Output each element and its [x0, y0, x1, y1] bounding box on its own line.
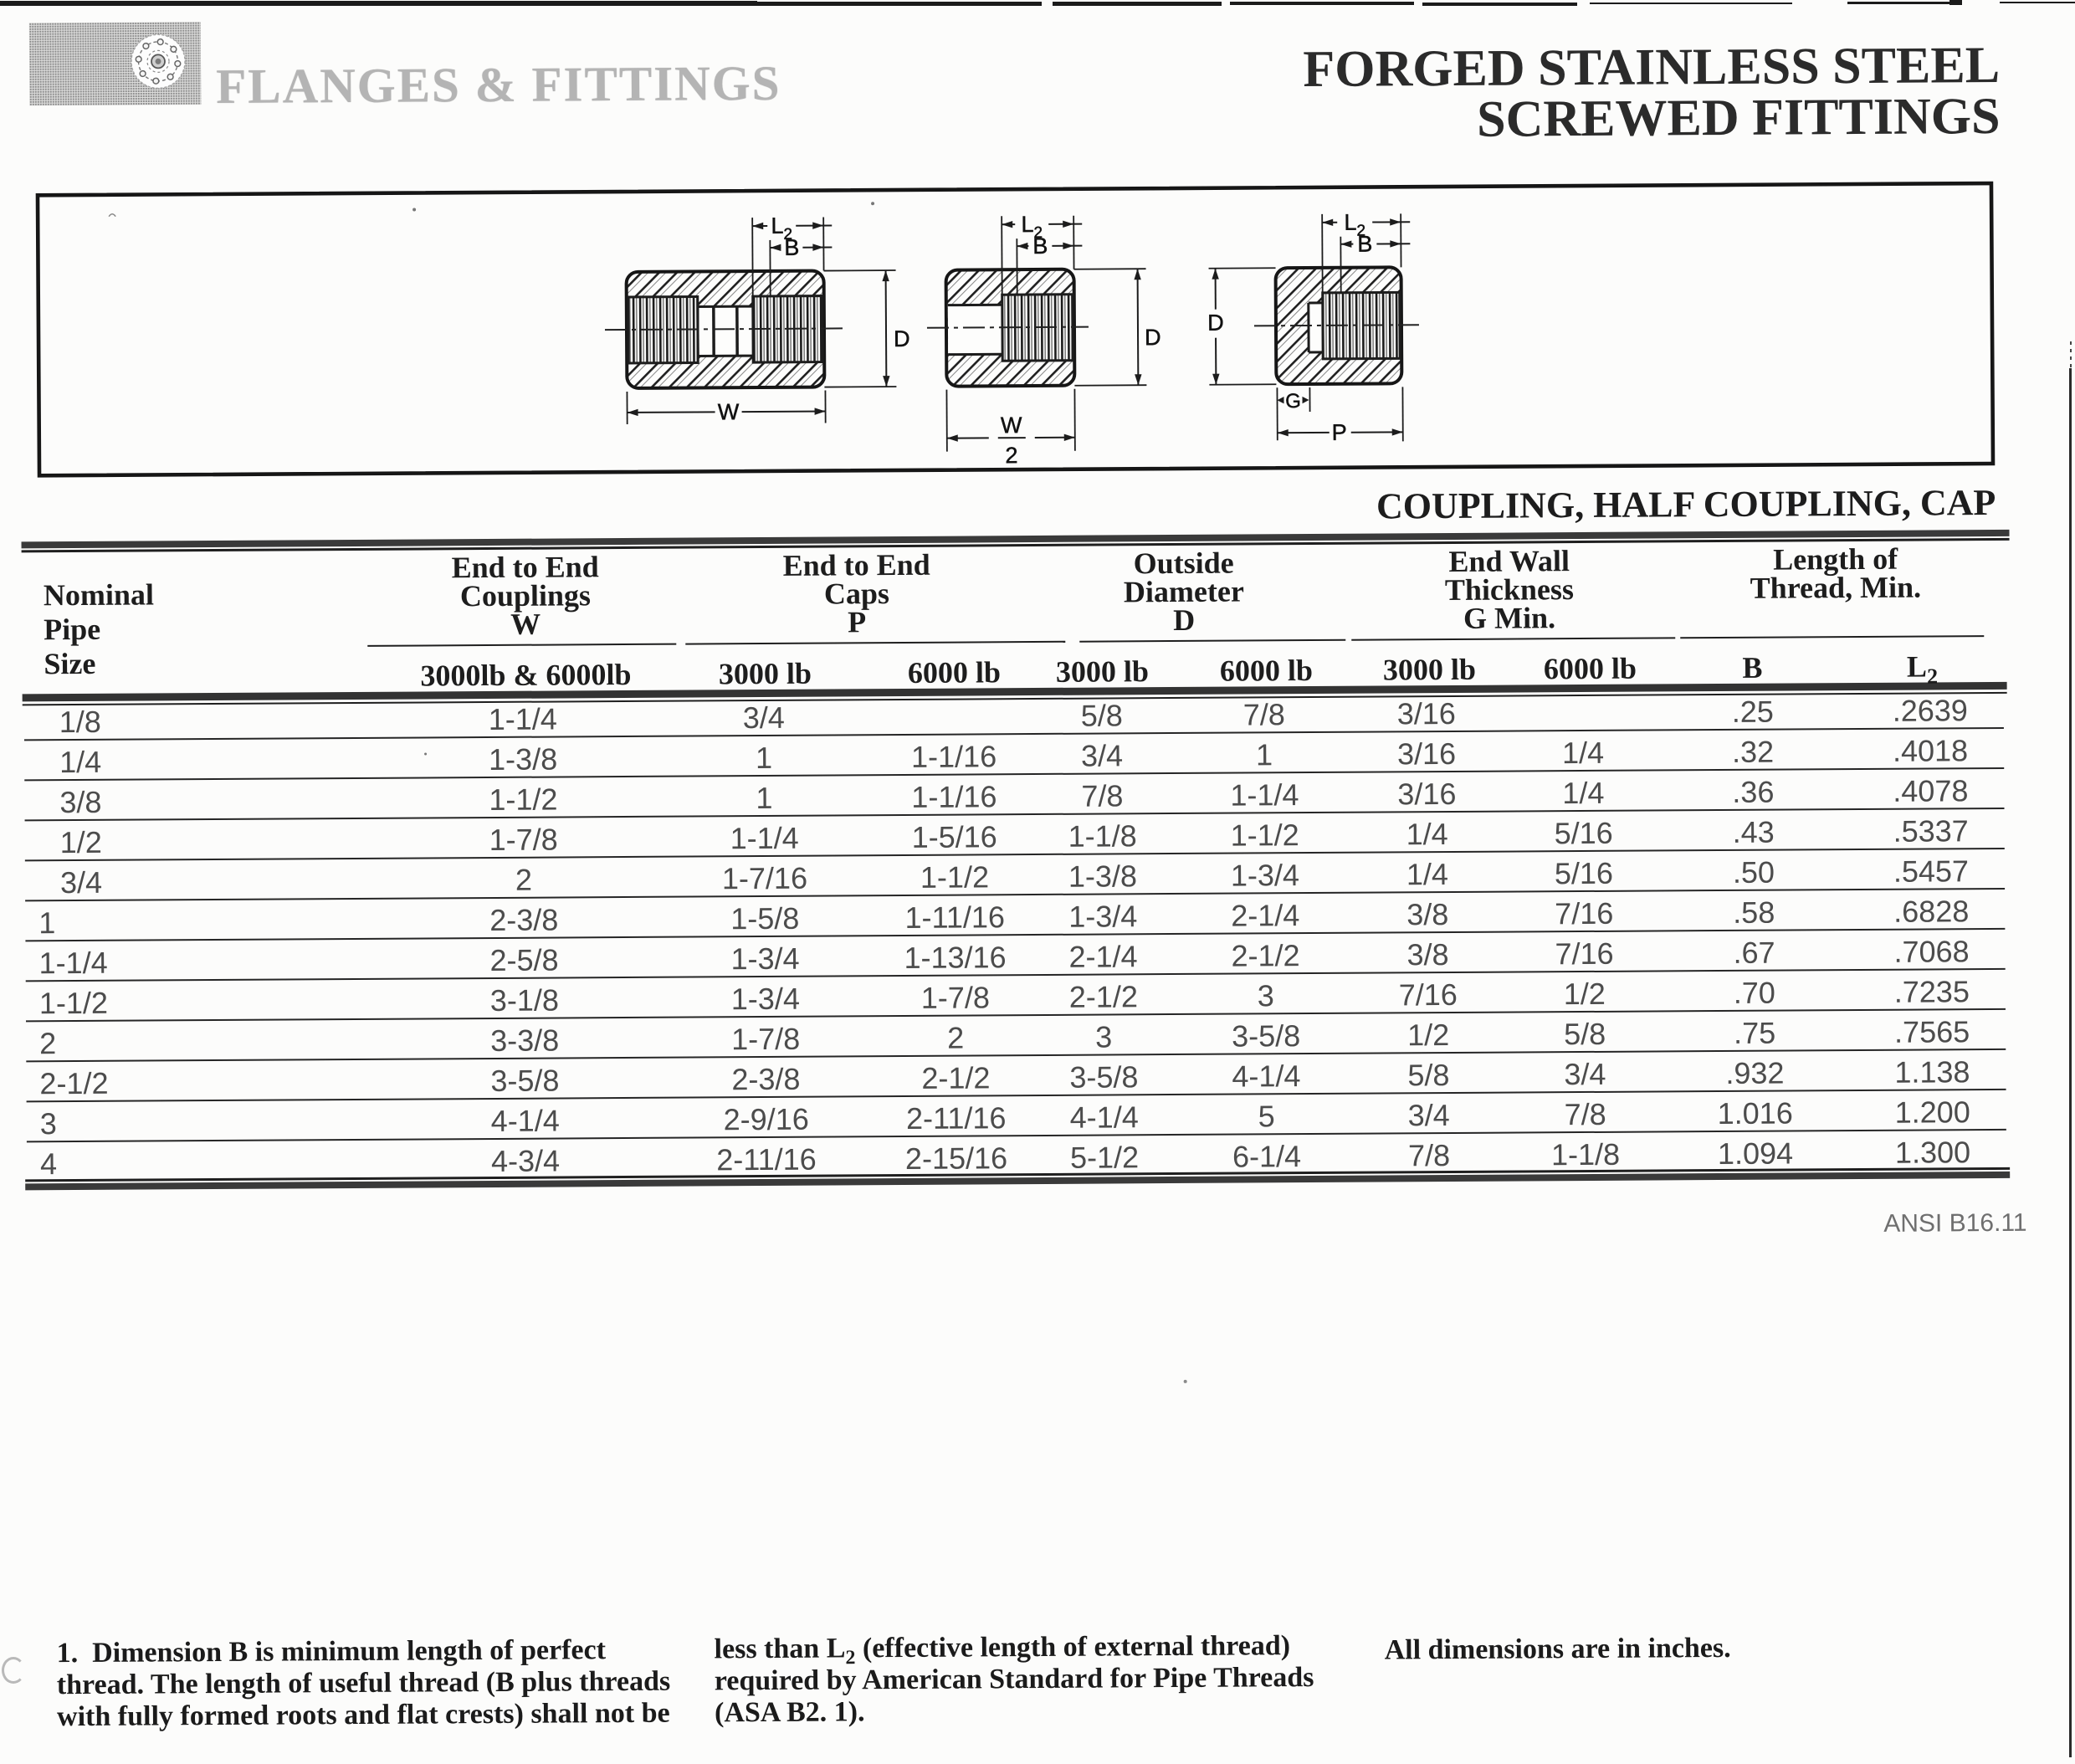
- svg-text:D: D: [894, 326, 910, 351]
- svg-text:B: B: [1357, 232, 1372, 257]
- svg-text:W: W: [1001, 413, 1022, 438]
- svg-text:B: B: [1032, 233, 1048, 259]
- svg-text:B: B: [784, 235, 799, 260]
- svg-text:D: D: [1207, 310, 1224, 336]
- svg-text:2: 2: [1005, 443, 1017, 468]
- svg-text:W: W: [718, 399, 740, 424]
- svg-text:P: P: [1332, 420, 1347, 445]
- svg-text:G: G: [1285, 390, 1301, 413]
- svg-text:D: D: [1145, 325, 1161, 350]
